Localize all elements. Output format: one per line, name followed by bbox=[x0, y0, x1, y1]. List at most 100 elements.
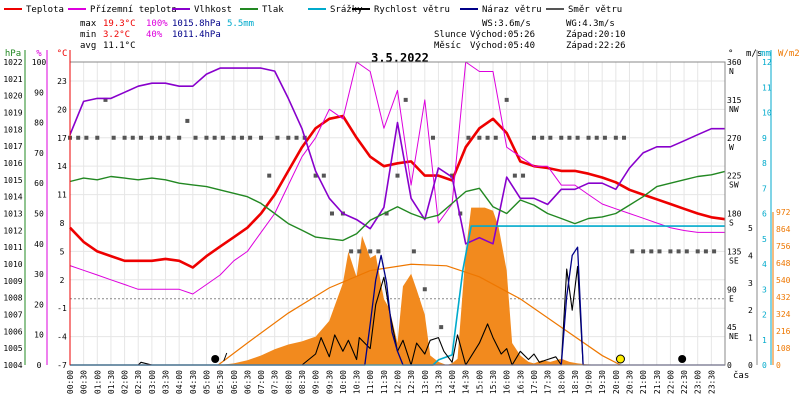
humidity-tick-label: 10 bbox=[34, 331, 44, 340]
humidity-tick-label: 40 bbox=[34, 240, 44, 249]
stat-avg-temp: 11.1°C bbox=[103, 41, 136, 51]
x-tick-label: 10:00 bbox=[339, 370, 348, 394]
moonrise-marker bbox=[223, 352, 228, 362]
wind-dir-tick-label: 270 bbox=[727, 134, 742, 143]
legend-label: Teplota bbox=[26, 5, 64, 15]
wind-direction-point bbox=[712, 249, 717, 254]
wind-direction-point bbox=[477, 135, 482, 140]
wind-direction-point bbox=[248, 135, 253, 140]
series-line-tlak bbox=[69, 170, 726, 242]
pressure-tick-label: 1014 bbox=[3, 193, 22, 202]
wind-direction-point bbox=[330, 211, 334, 216]
pressure-tick-label: 1010 bbox=[3, 260, 22, 269]
x-tick-label: 16:30 bbox=[516, 370, 525, 394]
stat-moon-label: Měsíc bbox=[434, 41, 461, 51]
temperature-tick-label: -1 bbox=[57, 304, 67, 313]
wind-direction-point bbox=[567, 135, 572, 140]
wind-direction-point bbox=[531, 135, 536, 140]
wind-direction-point bbox=[613, 135, 618, 140]
pressure-tick-label: 1021 bbox=[3, 75, 22, 84]
humidity-tick-label: 60 bbox=[34, 179, 44, 188]
pressure-tick-label: 1011 bbox=[3, 243, 22, 252]
x-tick-label: 04:30 bbox=[189, 370, 198, 394]
wind-direction-point bbox=[504, 97, 509, 102]
x-tick-label: 03:30 bbox=[162, 370, 171, 394]
stat-moon-rise: Východ:05:40 bbox=[470, 41, 535, 51]
humidity-tick-label: 50 bbox=[34, 210, 44, 219]
rain-tick-label: 9 bbox=[762, 134, 767, 143]
stat-max-temp: 19.3°C bbox=[103, 19, 136, 29]
x-tick-label: 07:00 bbox=[257, 370, 266, 394]
rain-tick-label: 2 bbox=[762, 311, 767, 320]
stat-max-label: max bbox=[80, 19, 97, 29]
x-tick-label: 12:00 bbox=[394, 370, 403, 394]
temperature-tick-label: -4 bbox=[57, 333, 67, 342]
wind-direction-point bbox=[559, 135, 564, 140]
wind-speed-axis-unit: m/s bbox=[746, 49, 762, 59]
stat-min-temp: 3.2°C bbox=[103, 30, 130, 40]
wind-dir-tick-label: 135 bbox=[727, 247, 742, 256]
wind-dir-tick-label: 45 bbox=[727, 323, 737, 332]
x-tick-label: 08:00 bbox=[284, 370, 293, 394]
pressure-tick-label: 1007 bbox=[3, 311, 22, 320]
temperature-tick-label: 14 bbox=[57, 162, 67, 171]
x-tick-label: 13:00 bbox=[421, 370, 430, 394]
pressure-axis-unit: hPa bbox=[5, 49, 21, 59]
x-tick-label: 07:30 bbox=[271, 370, 280, 394]
wind-direction-point bbox=[641, 249, 646, 254]
x-tick-label: 00:30 bbox=[80, 370, 89, 394]
wind-direction-point bbox=[275, 135, 280, 140]
wind-dir-tick-name: NW bbox=[729, 105, 739, 114]
radiation-tick-label: 864 bbox=[776, 225, 791, 234]
radiation-tick-label: 108 bbox=[776, 344, 791, 353]
wind-direction-point bbox=[430, 135, 435, 140]
wind-direction-point bbox=[220, 135, 225, 140]
wind-direction-point bbox=[103, 97, 108, 102]
wind-speed-tick-label: 1 bbox=[748, 334, 753, 343]
wind-direction-point bbox=[422, 287, 427, 292]
rain-tick-label: 7 bbox=[762, 184, 767, 193]
rain-tick-label: 3 bbox=[762, 285, 767, 294]
pressure-tick-label: 1013 bbox=[3, 210, 22, 219]
pressure-tick-label: 1018 bbox=[3, 125, 22, 134]
wind-direction-point bbox=[512, 173, 517, 178]
radiation-tick-label: 540 bbox=[776, 276, 791, 285]
pressure-tick-label: 1012 bbox=[3, 226, 22, 235]
wind-direction-point bbox=[166, 135, 171, 140]
x-tick-label: 15:00 bbox=[475, 370, 484, 394]
pressure-tick-label: 1022 bbox=[3, 58, 22, 67]
wind-dir-tick-label: 315 bbox=[727, 96, 742, 105]
pressure-tick-label: 1017 bbox=[3, 142, 22, 151]
rain-axis-unit: mm bbox=[760, 49, 771, 59]
wind-direction-point bbox=[313, 173, 318, 178]
wind-dir-tick-name: SE bbox=[729, 256, 739, 265]
moonset-marker bbox=[678, 355, 687, 363]
wind-direction-point bbox=[286, 135, 291, 140]
pressure-tick-label: 1004 bbox=[3, 361, 22, 370]
stat-sun-rise: Východ:05:26 bbox=[470, 30, 535, 40]
x-tick-label: 10:30 bbox=[353, 370, 362, 394]
x-tick-label: 16:00 bbox=[503, 370, 512, 394]
stat-max-press: 1015.8hPa bbox=[172, 19, 221, 29]
rain-tick-label: 11 bbox=[762, 83, 772, 92]
wind-direction-point bbox=[403, 97, 408, 102]
x-tick-label: 11:30 bbox=[380, 370, 389, 394]
x-tick-label: 22:00 bbox=[666, 370, 675, 394]
pressure-tick-label: 1005 bbox=[3, 344, 22, 353]
legend-label: Náraz větru bbox=[482, 5, 542, 15]
legend-label: Vlhkost bbox=[194, 5, 232, 15]
x-tick-label: 02:30 bbox=[134, 370, 143, 394]
wind-dir-tick-name: S bbox=[729, 219, 734, 228]
wind-dir-tick-name: E bbox=[729, 294, 734, 303]
wind-direction-point bbox=[493, 135, 498, 140]
rain-tick-label: 12 bbox=[762, 58, 772, 67]
pressure-tick-label: 1015 bbox=[3, 176, 22, 185]
legend-label: Směr větru bbox=[568, 5, 622, 15]
stats-block: max 19.3°C 100% 1015.8hPa 5.5mm min 3.2°… bbox=[80, 19, 626, 51]
x-tick-label: 20:00 bbox=[612, 370, 621, 394]
wind-direction-point bbox=[193, 135, 198, 140]
x-tick-label: 09:00 bbox=[312, 370, 321, 394]
rain-tick-label: 5 bbox=[762, 235, 767, 244]
wind-direction-point bbox=[649, 249, 654, 254]
